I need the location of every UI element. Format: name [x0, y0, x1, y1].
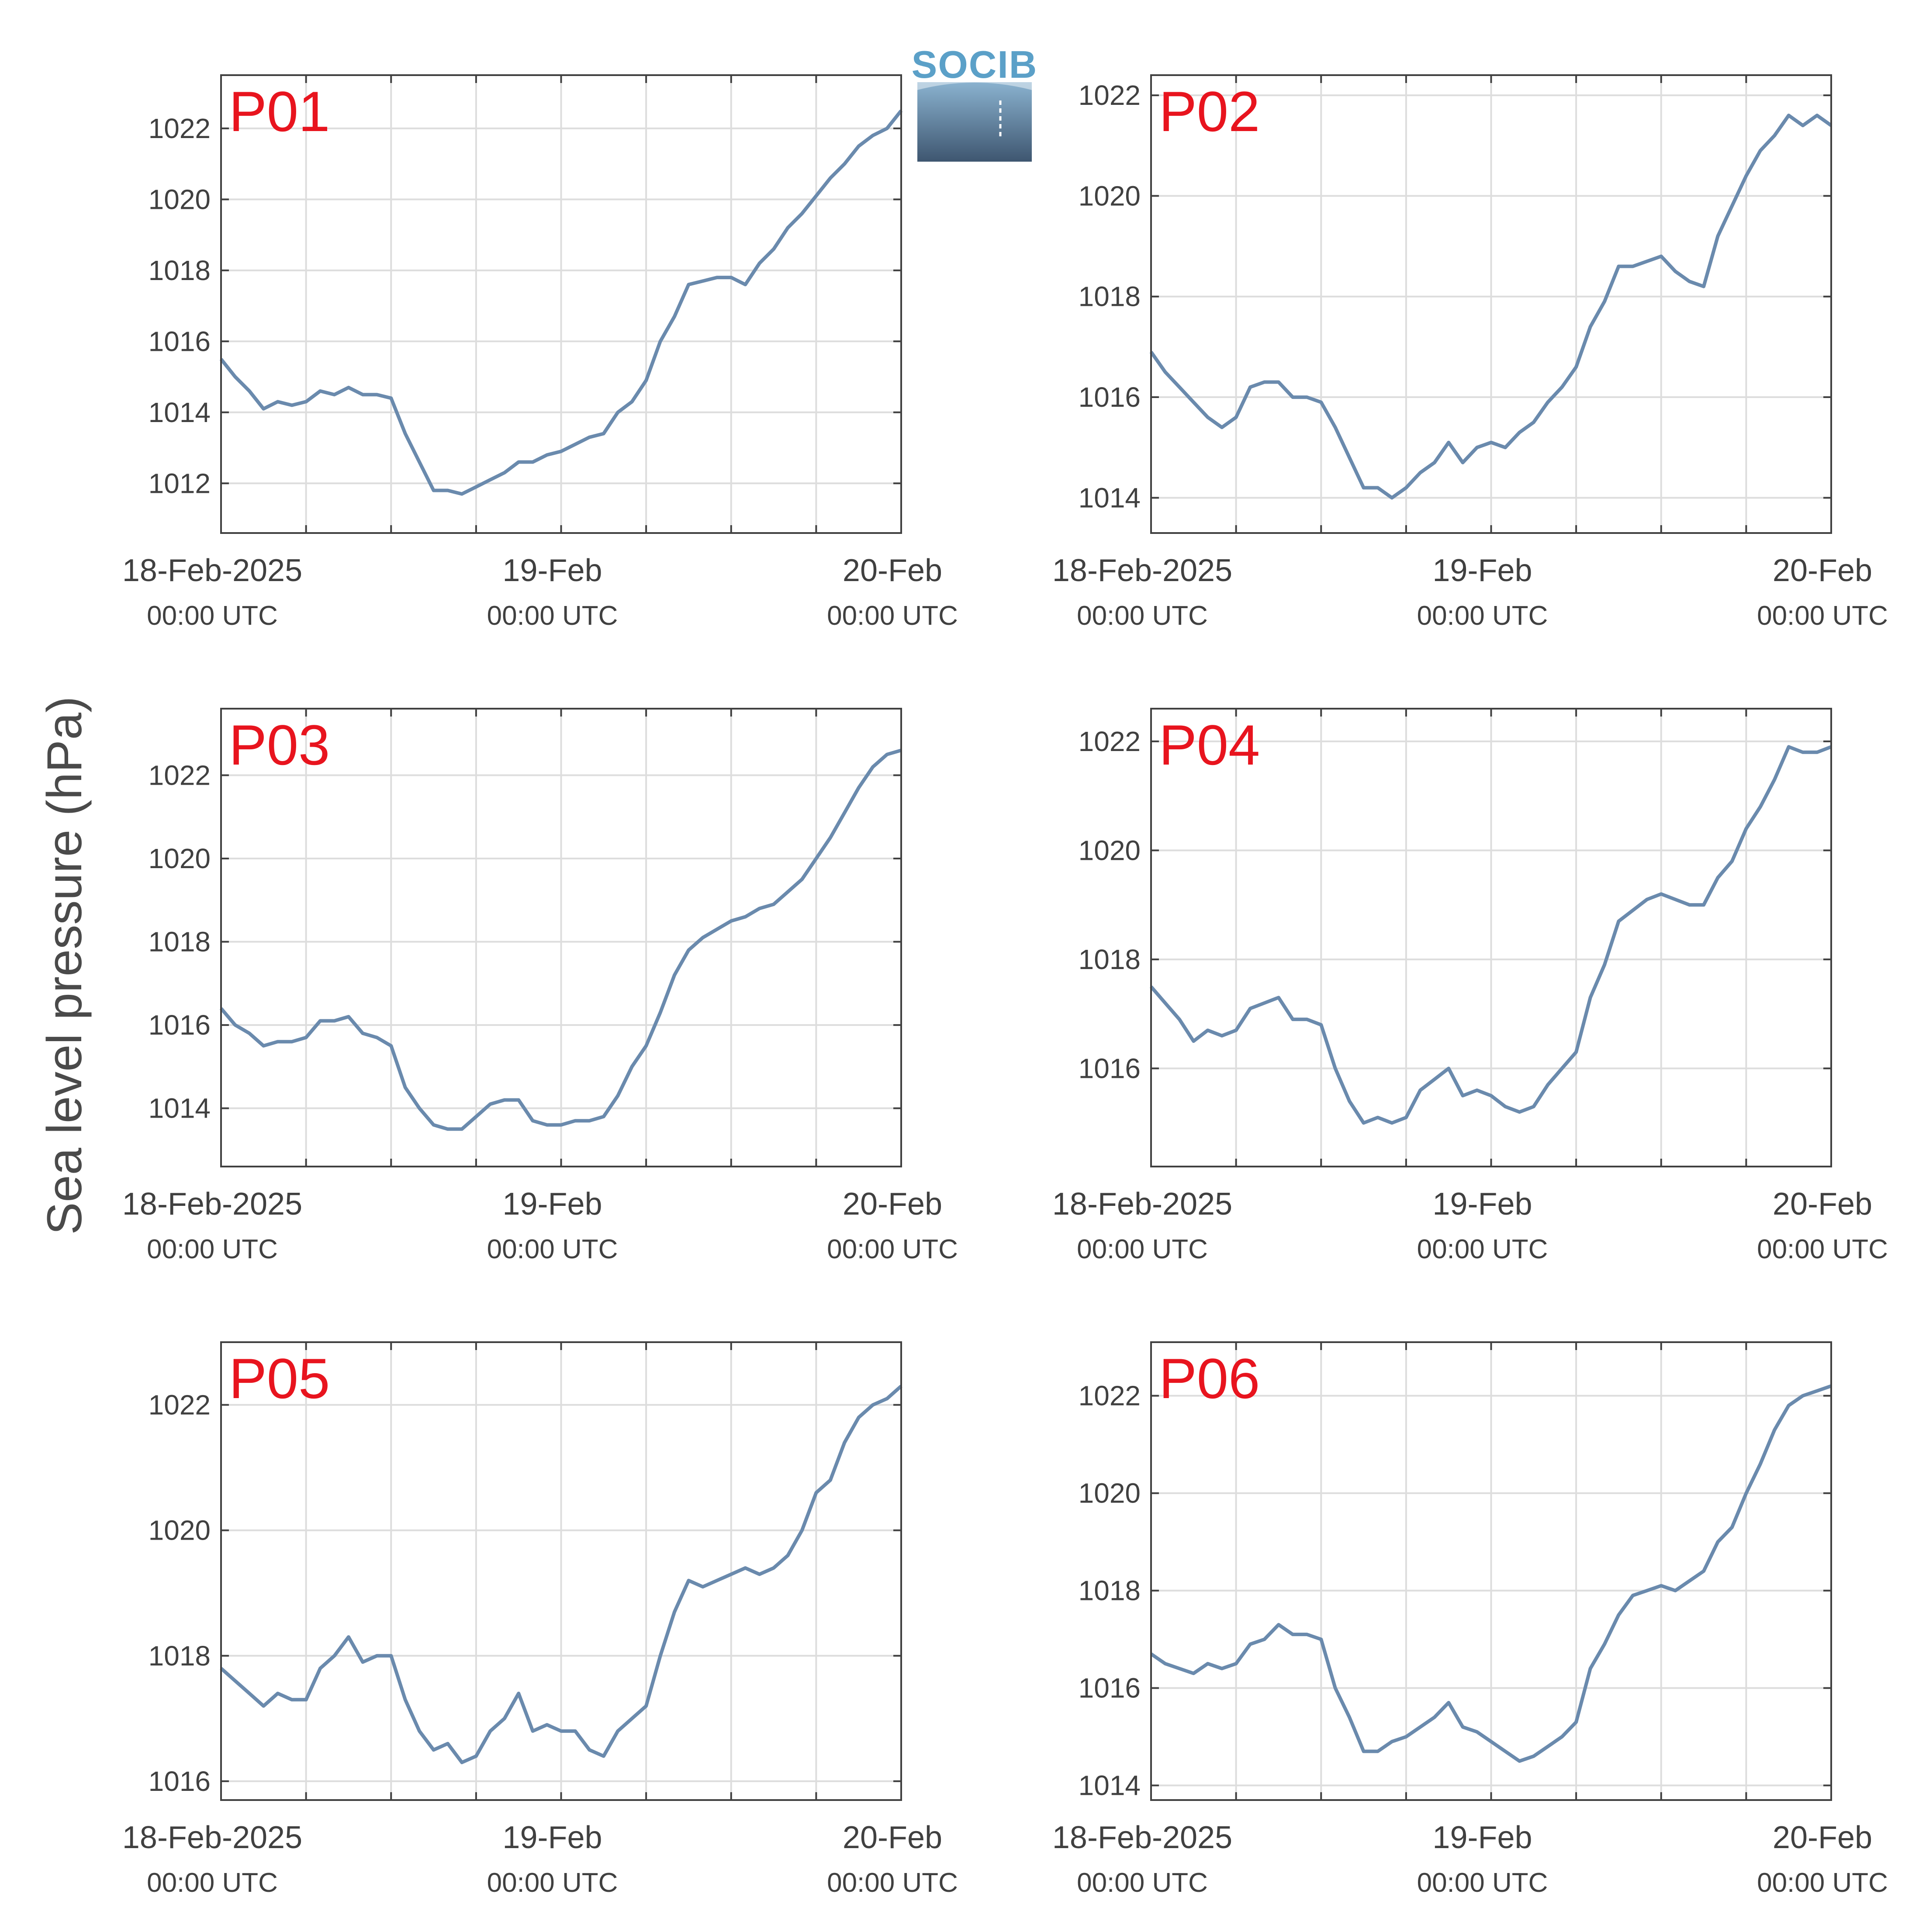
x-tick-label: 18-Feb-2025: [1052, 553, 1232, 588]
axes-frame: [220, 74, 902, 534]
x-tick-label: 19-Feb: [502, 553, 602, 588]
panel-label: P03: [229, 713, 330, 777]
chart-panel-p03: 1014 1016 1018 1020 1022 P03 18-Feb-2025 00:00 …: [122, 708, 958, 1264]
x-tick-label: 18-Feb-2025: [1052, 1187, 1232, 1222]
x-tick-sublabel: 00:00 UTC: [1757, 601, 1888, 631]
y-tick-label: 1018: [149, 1640, 211, 1672]
x-tick-label: 19-Feb: [502, 1187, 602, 1222]
axes-frame: [1150, 74, 1832, 534]
chart-panel-p06: 1014 1016 1018 1020 1022 P06 18-Feb-2025 00:00 …: [1052, 1341, 1888, 1898]
x-tick-sublabel: 00:00 UTC: [1757, 1234, 1888, 1264]
chart-panel-p02: 1014 1016 1018 1020 1022 P02 18-Feb-2025 00:00 …: [1052, 74, 1888, 631]
x-tick-label: 20-Feb: [843, 553, 942, 588]
axes-frame: [1150, 1341, 1832, 1801]
x-tick-sublabel: 00:00 UTC: [1417, 1234, 1548, 1264]
x-tick-label: 20-Feb: [843, 1187, 942, 1222]
y-tick-label: 1022: [149, 1389, 211, 1421]
panel-label: P05: [229, 1347, 330, 1410]
y-tick-label: 1014: [149, 397, 211, 428]
y-tick-label: 1018: [1079, 1575, 1141, 1607]
x-tick-label: 19-Feb: [502, 1820, 602, 1855]
y-tick-label: 1014: [1079, 1770, 1141, 1801]
y-tick-label: 1020: [149, 184, 211, 215]
y-tick-label: 1016: [1079, 1053, 1141, 1084]
y-tick-label: 1020: [149, 1515, 211, 1546]
x-tick-sublabel: 00:00 UTC: [147, 1234, 278, 1264]
x-tick-label: 20-Feb: [843, 1820, 942, 1855]
y-tick-label: 1020: [1079, 834, 1141, 866]
axes-frame: [220, 1341, 902, 1801]
y-tick-label: 1016: [149, 1766, 211, 1797]
series-line-p01: [219, 109, 903, 496]
y-tick-label: 1016: [1079, 1672, 1141, 1704]
panel-label: P01: [229, 80, 330, 143]
panel-label: P04: [1159, 713, 1260, 777]
y-tick-label: 1020: [1079, 1478, 1141, 1509]
y-tick-label: 1022: [1079, 726, 1141, 757]
y-tick-label: 1018: [1079, 281, 1141, 312]
x-tick-label: 18-Feb-2025: [122, 553, 302, 588]
panel-label: P06: [1159, 1347, 1260, 1410]
y-tick-label: 1014: [149, 1093, 211, 1124]
series-line-p04: [1149, 745, 1832, 1125]
socib-logo-text: SOCIB: [912, 43, 1038, 86]
x-tick-sublabel: 00:00 UTC: [147, 601, 278, 631]
x-tick-label: 18-Feb-2025: [1052, 1820, 1232, 1855]
x-tick-sublabel: 00:00 UTC: [487, 1868, 618, 1898]
series-line-p06: [1150, 1384, 1832, 1763]
x-tick-sublabel: 00:00 UTC: [1417, 1868, 1548, 1898]
x-tick-label: 19-Feb: [1432, 1820, 1532, 1855]
chart-panel-p05: 1016 1018 1020 1022 P05 18-Feb-2025 00:00 UTC 1…: [122, 1341, 958, 1898]
chart-panels: 1012 1014 1016 1018 1020 1022 P01 18-Feb-2025 00…: [122, 74, 1888, 1898]
y-tick-label: 1012: [149, 467, 211, 499]
y-tick-label: 1014: [1079, 482, 1141, 513]
x-tick-label: 18-Feb-2025: [122, 1820, 302, 1855]
y-tick-label: 1022: [149, 113, 211, 144]
x-tick-sublabel: 00:00 UTC: [1077, 1234, 1208, 1264]
x-tick-sublabel: 00:00 UTC: [1417, 601, 1548, 631]
series-line-p03: [219, 748, 902, 1131]
x-tick-sublabel: 00:00 UTC: [1757, 1868, 1888, 1898]
x-tick-label: 18-Feb-2025: [122, 1187, 302, 1222]
x-tick-sublabel: 00:00 UTC: [487, 601, 618, 631]
y-tick-label: 1016: [1079, 381, 1141, 413]
chart-panel-p01: 1012 1014 1016 1018 1020 1022 P01 18-Feb-2025 00…: [122, 74, 958, 631]
y-tick-label: 1018: [149, 926, 211, 958]
x-tick-label: 20-Feb: [1773, 1187, 1872, 1222]
x-tick-sublabel: 00:00 UTC: [827, 601, 958, 631]
chart-panel-p04: 1016 1018 1020 1022 P04 18-Feb-2025 00:00 UTC 1…: [1052, 708, 1888, 1264]
x-tick-sublabel: 00:00 UTC: [487, 1234, 618, 1264]
y-tick-label: 1018: [1079, 944, 1141, 975]
y-tick-label: 1022: [149, 759, 211, 791]
axes-frame: [220, 708, 902, 1167]
y-tick-label: 1020: [149, 843, 211, 874]
y-tick-label: 1022: [1079, 80, 1141, 111]
x-tick-sublabel: 00:00 UTC: [1077, 601, 1208, 631]
y-tick-label: 1020: [1079, 180, 1141, 211]
series-line-p02: [1149, 114, 1833, 500]
y-axis-label: Sea level pressure (hPa): [37, 696, 92, 1235]
x-tick-label: 19-Feb: [1432, 1187, 1532, 1222]
y-tick-label: 1018: [149, 255, 211, 286]
x-tick-sublabel: 00:00 UTC: [827, 1234, 958, 1264]
x-tick-label: 20-Feb: [1773, 1820, 1872, 1855]
x-tick-label: 20-Feb: [1773, 553, 1872, 588]
axes-frame: [1150, 708, 1832, 1167]
y-tick-label: 1016: [149, 1009, 211, 1041]
x-tick-label: 19-Feb: [1432, 553, 1532, 588]
x-tick-sublabel: 00:00 UTC: [147, 1868, 278, 1898]
x-tick-sublabel: 00:00 UTC: [827, 1868, 958, 1898]
x-tick-sublabel: 00:00 UTC: [1077, 1868, 1208, 1898]
panel-label: P02: [1159, 80, 1260, 143]
y-tick-label: 1016: [149, 325, 211, 357]
socib-logo: SOCIB: [912, 43, 1038, 162]
y-tick-label: 1022: [1079, 1380, 1141, 1412]
series-line-p05: [220, 1385, 902, 1764]
